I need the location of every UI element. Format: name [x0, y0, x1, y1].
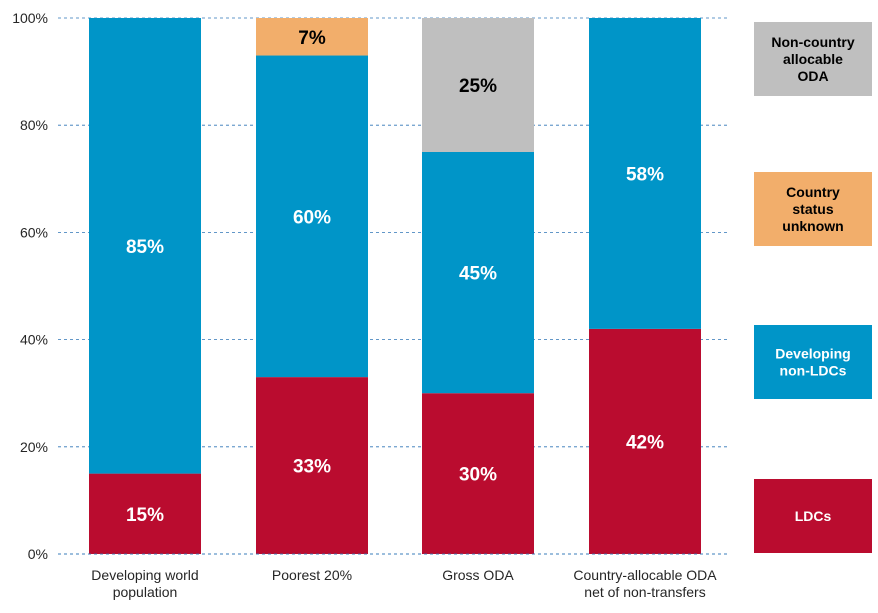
y-tick-label: 20%: [20, 439, 48, 455]
legend-swatch: [754, 22, 872, 96]
y-tick-label: 0%: [28, 546, 48, 562]
bar-segment: [589, 328, 701, 554]
legend-label: Developing: [775, 346, 850, 362]
legend-swatch: [754, 479, 872, 553]
bar-segment: [256, 18, 368, 56]
legend-label: LDCs: [795, 508, 832, 524]
x-tick-label: population: [113, 584, 178, 600]
legend-swatch: [754, 172, 872, 246]
data-label: 85%: [126, 237, 164, 258]
bar-segment: [589, 18, 701, 329]
data-label: 15%: [126, 505, 164, 526]
x-tick-label: net of non-transfers: [584, 584, 705, 600]
legend-label: non-LDCs: [780, 363, 847, 379]
data-label: 58%: [626, 164, 664, 185]
x-tick-label: Country-allocable ODA: [573, 567, 717, 583]
legend-label: allocable: [783, 51, 843, 67]
x-tick-label: Developing world: [91, 567, 198, 583]
y-tick-label: 40%: [20, 332, 48, 348]
legend-label: unknown: [782, 218, 843, 234]
bar-segment: [89, 473, 201, 554]
data-label: 30%: [459, 465, 497, 486]
legend-label: Country: [786, 184, 840, 200]
data-label: 42%: [626, 432, 664, 453]
data-label: 7%: [298, 28, 326, 49]
data-label: 45%: [459, 264, 497, 285]
data-label: 33%: [293, 457, 331, 478]
y-tick-label: 100%: [12, 10, 48, 26]
bar-segment: [256, 377, 368, 554]
bar-segment: [422, 18, 534, 152]
data-label: 60%: [293, 207, 331, 228]
bar-segment: [422, 393, 534, 554]
x-tick-label: Poorest 20%: [272, 567, 352, 583]
data-label: 25%: [459, 76, 497, 97]
legend-swatch: [754, 325, 872, 399]
legend-label: status: [792, 201, 833, 217]
legend-label: ODA: [797, 68, 828, 84]
bar-segment: [256, 55, 368, 378]
y-tick-label: 80%: [20, 117, 48, 133]
bar-segment: [89, 18, 201, 474]
bar-segment: [422, 152, 534, 394]
y-tick-label: 60%: [20, 224, 48, 240]
legend-label: Non-country: [771, 34, 854, 50]
x-tick-label: Gross ODA: [442, 567, 514, 583]
